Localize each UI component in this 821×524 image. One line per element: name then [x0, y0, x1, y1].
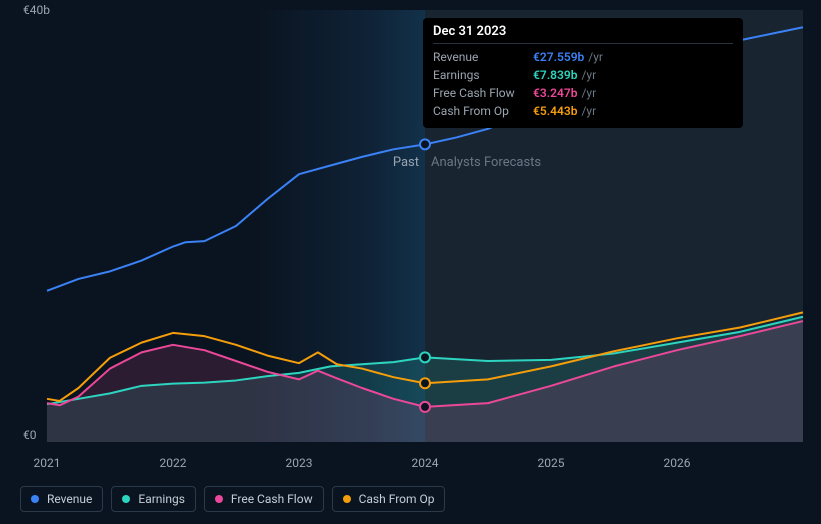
legend-label: Cash From Op — [359, 492, 435, 506]
legend-item-earnings[interactable]: Earnings — [111, 486, 196, 512]
legend-swatch — [122, 495, 130, 503]
x-axis: 202120222023202420252026 — [47, 456, 803, 476]
tooltip-metric-value: €7.839b — [533, 66, 577, 84]
tooltip-suffix: /yr — [588, 48, 603, 66]
hover-tooltip: Dec 31 2023 Revenue€27.559b/yrEarnings€7… — [423, 18, 743, 128]
tooltip-metric-label: Earnings — [433, 66, 533, 84]
y-tick: €40b — [23, 3, 50, 17]
financial-chart: Past Analysts Forecasts €0€40b 202120222… — [20, 10, 803, 480]
legend-swatch — [343, 495, 351, 503]
tooltip-metric-label: Revenue — [433, 48, 533, 66]
legend-label: Free Cash Flow — [231, 492, 313, 506]
legend-item-cfo[interactable]: Cash From Op — [332, 486, 446, 512]
legend: Revenue Earnings Free Cash Flow Cash From O… — [20, 486, 445, 512]
tooltip-row: Cash From Op€5.443b/yr — [433, 102, 733, 120]
legend-label: Earnings — [138, 492, 185, 506]
tooltip-metric-label: Free Cash Flow — [433, 84, 533, 102]
legend-swatch — [215, 495, 223, 503]
legend-label: Revenue — [47, 492, 92, 506]
tooltip-row: Free Cash Flow€3.247b/yr — [433, 84, 733, 102]
hover-marker-revenue — [420, 139, 430, 149]
y-tick: €0 — [23, 428, 37, 442]
tooltip-date: Dec 31 2023 — [433, 24, 733, 44]
tooltip-metric-value: €5.443b — [533, 102, 577, 120]
tooltip-metric-value: €3.247b — [533, 84, 577, 102]
x-tick: 2024 — [412, 456, 439, 470]
x-tick: 2025 — [538, 456, 565, 470]
x-tick: 2021 — [34, 456, 61, 470]
hover-marker-earnings — [420, 352, 430, 362]
tooltip-metric-value: €27.559b — [533, 48, 584, 66]
x-tick: 2022 — [160, 456, 187, 470]
tooltip-row: Revenue€27.559b/yr — [433, 48, 733, 66]
tooltip-row: Earnings€7.839b/yr — [433, 66, 733, 84]
hover-marker-fcf — [420, 402, 430, 412]
tooltip-suffix: /yr — [581, 84, 596, 102]
x-tick: 2026 — [664, 456, 691, 470]
legend-swatch — [31, 495, 39, 503]
tooltip-suffix: /yr — [581, 66, 596, 84]
legend-item-revenue[interactable]: Revenue — [20, 486, 103, 512]
legend-item-fcf[interactable]: Free Cash Flow — [204, 486, 324, 512]
x-tick: 2023 — [286, 456, 313, 470]
hover-marker-cfo — [420, 378, 430, 388]
tooltip-suffix: /yr — [581, 102, 596, 120]
tooltip-metric-label: Cash From Op — [433, 102, 533, 120]
